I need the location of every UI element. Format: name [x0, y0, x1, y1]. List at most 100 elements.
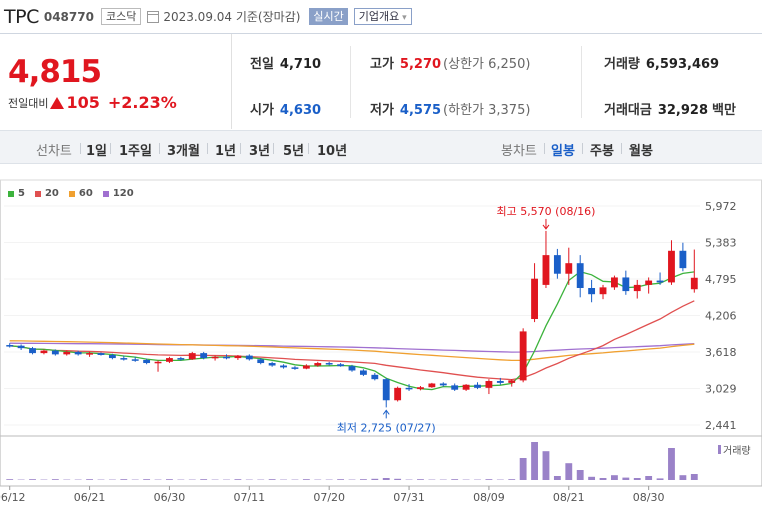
- tab-line-chart[interactable]: 선차트: [36, 144, 72, 159]
- volume-bar: [633, 478, 641, 480]
- volume-bar: [359, 479, 367, 480]
- volume-bar: [166, 479, 173, 480]
- high-annotation: 최고 5,570 (08/16): [496, 205, 595, 218]
- stats-divider: [350, 46, 351, 118]
- candle-body: [633, 284, 641, 292]
- volume-bar: [51, 479, 59, 480]
- ma20-line: [9, 300, 695, 381]
- tab-period-10y[interactable]: 10년: [317, 144, 348, 159]
- candle-body: [154, 361, 162, 364]
- stat-high: 고가 5,270 (상한가 6,250): [370, 57, 531, 72]
- candle-body: [280, 365, 287, 368]
- chart-legend: 5 20 60 120: [8, 188, 134, 199]
- candlestick-chart[interactable]: 5,972 5,383 4,795 4,206 3,618 3,029 2,441 06/12…: [0, 165, 762, 507]
- candle-body: [302, 365, 310, 369]
- stats-panel: 전일 4,710 시가 4,630 고가 5,270 (상한가 6,250) 저가 4,5…: [233, 34, 762, 129]
- tab-divider: [308, 143, 309, 154]
- change-percent: +2.23%: [107, 93, 177, 112]
- tab-period-3y[interactable]: 3년: [249, 144, 271, 159]
- stat-low: 저가 4,575 (하한가 3,375): [370, 103, 531, 118]
- candle-body: [63, 351, 71, 355]
- tab-divider: [273, 143, 274, 154]
- candle-body: [645, 280, 653, 285]
- company-overview-dropdown[interactable]: 기업개요: [353, 8, 412, 25]
- candle-body: [325, 363, 333, 365]
- y-tick-label: 4,206: [705, 310, 737, 323]
- candle-body: [656, 280, 664, 283]
- tab-period-3m[interactable]: 3개월: [167, 144, 200, 159]
- volume-bar: [519, 458, 527, 480]
- tab-divider: [582, 143, 583, 154]
- y-tick-label: 5,383: [705, 237, 737, 250]
- header-divider: [0, 33, 762, 34]
- candle-body: [74, 351, 82, 355]
- stats-divider: [581, 46, 582, 118]
- candle-body: [348, 366, 356, 371]
- calendar-icon: [147, 10, 160, 23]
- volume-bar: [417, 479, 424, 480]
- legend-ma20[interactable]: 20: [34, 188, 59, 199]
- tab-divider: [207, 143, 208, 154]
- x-tick-label: 08/09: [473, 491, 505, 504]
- tab-period-5y[interactable]: 5년: [283, 144, 305, 159]
- x-tick-label: 08/30: [633, 491, 665, 504]
- volume-bar: [588, 476, 596, 480]
- tab-period-1y[interactable]: 1년: [215, 144, 237, 159]
- candle-body: [531, 278, 538, 320]
- candle-body: [679, 250, 687, 269]
- candle-body: [188, 353, 196, 360]
- candle-body: [257, 359, 265, 364]
- stock-name: TPC: [4, 5, 39, 28]
- candle-body: [40, 350, 48, 354]
- tab-candle-chart[interactable]: 봉차트: [501, 144, 537, 159]
- candle-body: [576, 263, 584, 288]
- volume-bar: [565, 463, 573, 480]
- y-tick-label: 4,795: [705, 273, 737, 286]
- legend-ma60[interactable]: 60: [68, 188, 93, 199]
- candle-body: [371, 374, 379, 380]
- volume-bar: [611, 475, 618, 480]
- x-tick-label: 07/31: [393, 491, 425, 504]
- tab-period-1d[interactable]: 1일: [86, 144, 108, 159]
- chart-frame: [0, 179, 762, 487]
- candle-body: [599, 287, 607, 295]
- stat-prev-close: 전일 4,710: [250, 57, 322, 72]
- candle-body: [588, 287, 596, 295]
- x-tick-label: 06/21: [74, 491, 106, 504]
- volume-bar: [485, 479, 493, 480]
- tab-period-1w[interactable]: 1주일: [119, 144, 152, 159]
- volume-bar: [337, 479, 345, 480]
- tab-weekly[interactable]: 주봉: [590, 144, 614, 159]
- volume-bar: [302, 479, 310, 480]
- volume-bar: [234, 479, 242, 480]
- candle-body: [405, 387, 413, 390]
- stock-code: 048770: [43, 9, 94, 24]
- candle-body: [314, 363, 322, 366]
- candle-body: [51, 350, 59, 355]
- realtime-button[interactable]: 실시간: [309, 8, 348, 25]
- tab-divider: [240, 143, 241, 154]
- market-badge: 코스닥: [100, 8, 142, 25]
- legend-ma5[interactable]: 5: [8, 188, 25, 199]
- candle-body: [382, 379, 390, 401]
- tab-monthly[interactable]: 월봉: [629, 144, 653, 159]
- x-tick-label: 07/20: [313, 491, 345, 504]
- y-tick-label: 3,618: [705, 346, 737, 359]
- volume-bar: [371, 478, 379, 480]
- tab-divider: [110, 143, 111, 154]
- legend-ma120[interactable]: 120: [102, 188, 134, 199]
- candle-body: [234, 355, 242, 359]
- volume-legend-swatch: [718, 445, 721, 454]
- volume-bar: [668, 448, 675, 480]
- volume-bar: [508, 479, 516, 480]
- price-panel: 4,815 전일대비 105 +2.23%: [0, 34, 232, 129]
- volume-bar: [622, 477, 630, 480]
- candle-body: [565, 263, 573, 274]
- y-tick-label: 3,029: [705, 383, 737, 396]
- candle-body: [496, 381, 504, 383]
- candle-body: [97, 353, 105, 355]
- volume-bar: [645, 476, 653, 480]
- candle-body: [690, 277, 698, 290]
- tab-daily[interactable]: 일봉: [551, 144, 575, 159]
- current-price: 4,815: [8, 54, 102, 90]
